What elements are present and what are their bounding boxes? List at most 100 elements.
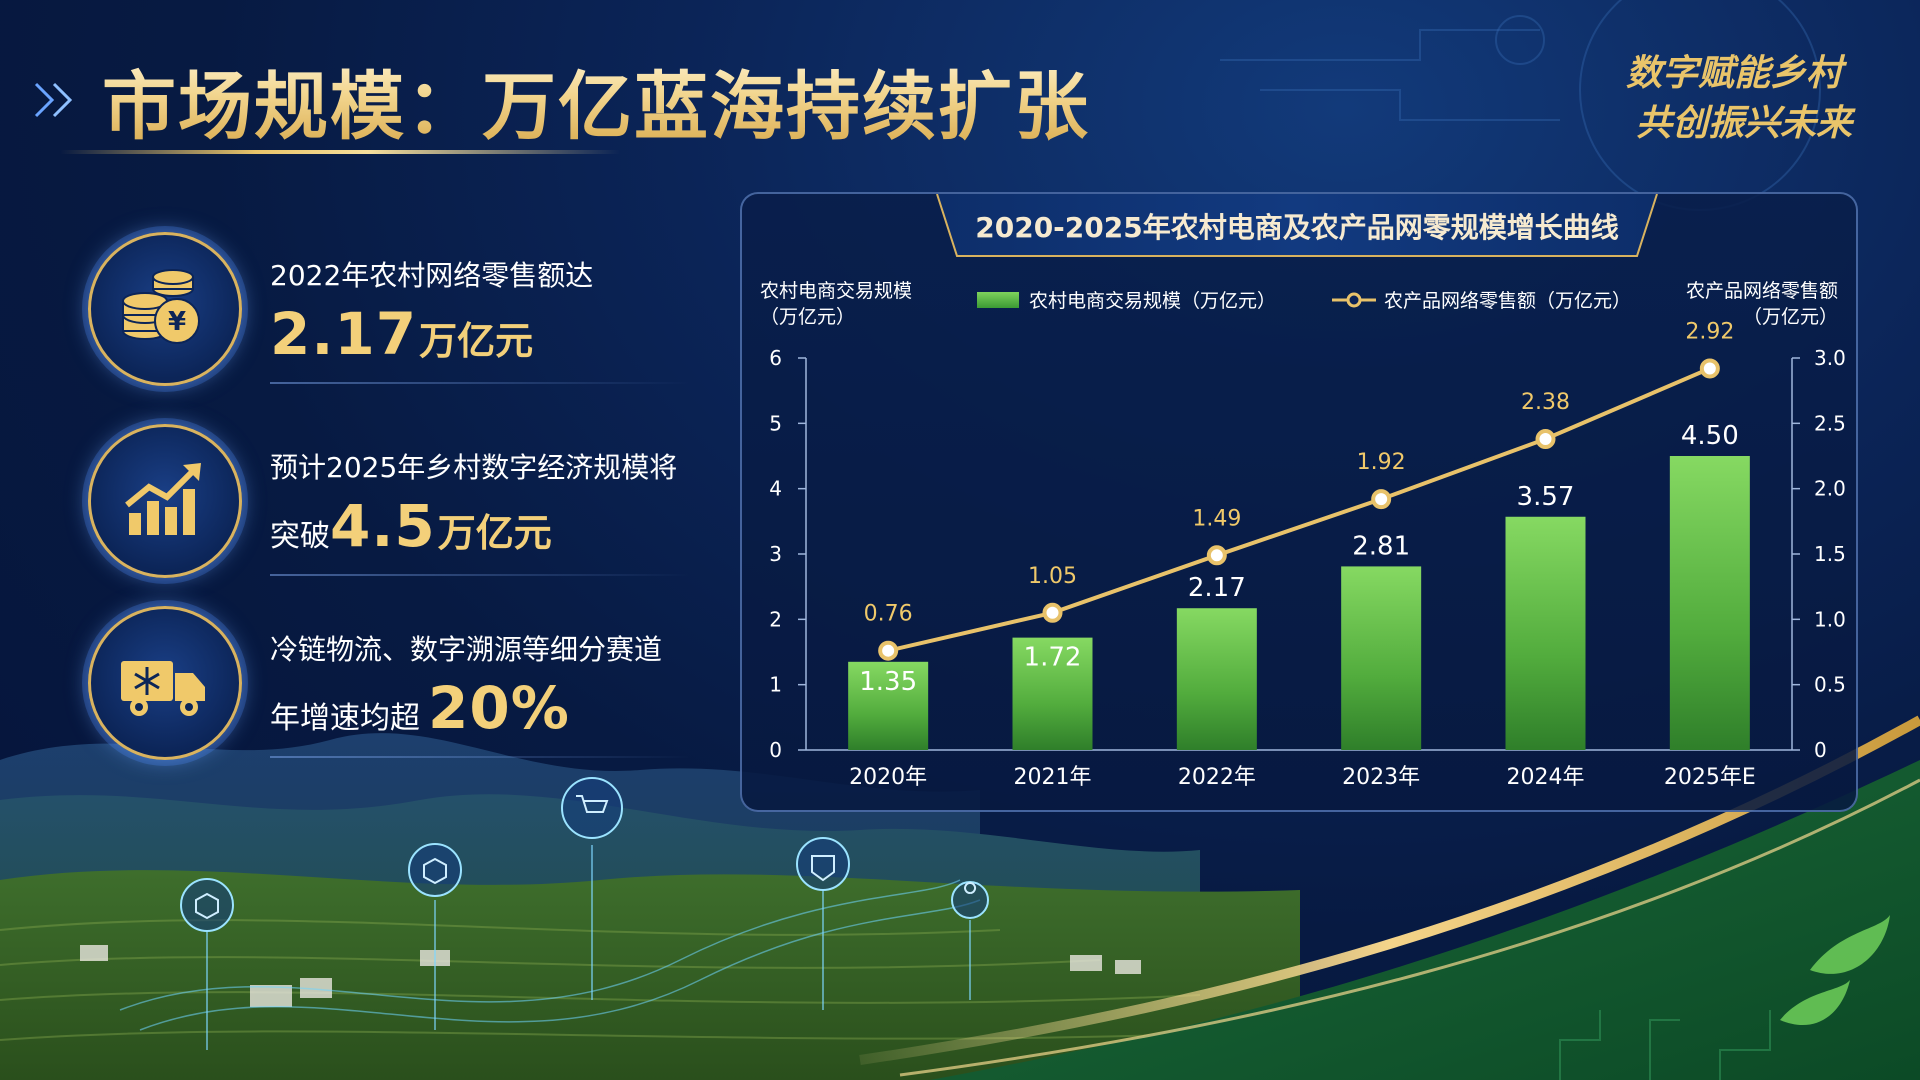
divider <box>270 382 690 384</box>
stat-value: 2.17 <box>270 300 418 368</box>
stat-value-row: 突破 4.5 万亿元 <box>270 492 552 560</box>
x-tick-label: 2022年 <box>1178 765 1256 790</box>
retail-line <box>887 366 1711 653</box>
line-value-label: 1.49 <box>1192 506 1241 531</box>
chart-legend: 农村电商交易规模（万亿元） 农产品网络零售额（万亿元） <box>977 286 1631 313</box>
stat-value: 20% <box>428 674 570 742</box>
line-point <box>1371 489 1392 510</box>
legend-line-label: 农产品网络零售额（万亿元） <box>1384 290 1632 312</box>
stat-label: 2022年农村网络零售额达 <box>270 259 594 292</box>
stat-prefix: 突破 <box>270 519 330 554</box>
right-tick-label: 1.5 <box>1814 542 1846 566</box>
line-value-label: 2.92 <box>1685 319 1734 344</box>
title-underline <box>60 150 620 154</box>
x-tick-label: 2023年 <box>1342 765 1420 790</box>
bar-value-label: 2.81 <box>1352 531 1410 561</box>
line-point <box>1699 358 1720 379</box>
x-tick-label: 2025年E <box>1664 765 1756 790</box>
bar-2025年E <box>1669 456 1750 750</box>
stat-card-cold-chain: 冷链物流、数字溯源等细分赛道 年增速均超 20% <box>88 606 690 760</box>
right-tick-label: 3.0 <box>1814 346 1846 370</box>
bar-2020年 <box>848 661 929 750</box>
stat-label: 冷链物流、数字溯源等细分赛道 <box>270 633 663 666</box>
title-row: 市场规模：万亿蓝海持续扩张 <box>30 55 1090 150</box>
divider <box>270 756 690 758</box>
stat-value-row: 2.17 万亿元 <box>270 300 533 368</box>
stat-unit: 万亿元 <box>437 511 552 555</box>
line-value-label: 1.92 <box>1357 450 1406 475</box>
left-tick-label: 1 <box>769 673 782 697</box>
leaf-shield-node-icon <box>796 837 850 891</box>
bar-value-label: 4.50 <box>1681 421 1739 451</box>
stat-value-row: 年增速均超 20% <box>270 674 572 742</box>
left-tick-label: 3 <box>769 542 782 566</box>
bar-value-label: 1.35 <box>859 667 917 697</box>
slogan-line-2: 共创振兴未来 <box>1635 102 1852 144</box>
chart-title: 2020-2025年农村电商及农产品网零规模增长曲线 <box>975 211 1619 244</box>
bar-2021年 <box>1012 637 1093 750</box>
right-tick-label: 2.5 <box>1814 411 1846 435</box>
line-point <box>878 640 899 661</box>
box-node-icon <box>180 878 234 932</box>
chart-title-box: 2020-2025年农村电商及农产品网零规模增长曲线 <box>937 194 1657 258</box>
left-tick-label: 0 <box>769 738 782 762</box>
growth-chart-icon <box>125 463 201 535</box>
svg-text:¥: ¥ <box>168 307 186 337</box>
stat-label: 预计2025年乡村数字经济规模将 <box>270 451 678 484</box>
right-tick-label: 1.0 <box>1814 607 1846 631</box>
right-tick-label: 2.0 <box>1814 477 1846 501</box>
right-axis-title-unit: （万亿元） <box>1742 306 1838 328</box>
stat-card-digital-economy: 预计2025年乡村数字经济规模将 突破 4.5 万亿元 <box>88 424 690 578</box>
icon-badge: ¥ <box>88 232 242 386</box>
bar-value-label: 3.57 <box>1517 482 1575 512</box>
x-tick-label: 2020年 <box>849 765 927 790</box>
slogan: 数字赋能乡村 共创振兴未来 <box>1625 48 1852 148</box>
left-axis-title: 农村电商交易规模 （万亿元） <box>760 278 912 330</box>
x-tick-label: 2021年 <box>1014 765 1092 790</box>
left-tick-label: 5 <box>769 411 782 435</box>
cold-chain-truck-icon <box>121 661 205 716</box>
package-node-icon <box>408 843 462 897</box>
divider <box>270 574 690 576</box>
chart-panel: 0 1 2 3 4 5 6 0 0.5 1.0 1.5 2.0 2.5 3.0 1.35 1.72 2.17 2.… <box>740 192 1858 812</box>
legend-line-swatch <box>1332 292 1377 307</box>
line-value-label: 1.05 <box>1028 564 1077 589</box>
chart-title-frame <box>936 194 1658 257</box>
left-tick-label: 2 <box>769 607 782 631</box>
cart-node-icon <box>561 777 623 839</box>
legend-bar-swatch <box>977 291 1019 308</box>
line-point <box>1206 545 1227 566</box>
left-axis-title-unit: （万亿元） <box>760 306 856 328</box>
stat-value: 4.5 <box>330 492 436 560</box>
stat-card-retail: ¥ 2022年农村网络零售额达 2.17 万亿元 <box>88 232 690 386</box>
line-value-label: 2.38 <box>1521 390 1570 415</box>
line-point <box>1042 602 1063 623</box>
bar-2022年 <box>1176 608 1257 750</box>
icon-badge <box>88 606 242 760</box>
bar-2023年 <box>1341 566 1422 750</box>
page-title: 市场规模：万亿蓝海持续扩张 <box>102 47 1090 154</box>
slogan-line-1: 数字赋能乡村 <box>1625 52 1842 94</box>
coins-yuan-icon: ¥ <box>122 269 200 344</box>
bar-value-label: 2.17 <box>1188 573 1246 603</box>
left-tick-label: 4 <box>769 477 782 501</box>
stat-prefix: 年增速均超 <box>270 701 420 736</box>
stat-unit: 万亿元 <box>419 319 534 363</box>
legend-bar-label: 农村电商交易规模（万亿元） <box>1029 290 1277 312</box>
double-chevron-icon <box>34 82 73 118</box>
bar-2024年 <box>1505 516 1586 750</box>
x-tick-label: 2024年 <box>1507 765 1585 790</box>
bar-value-label: 1.72 <box>1024 643 1082 673</box>
right-axis-title: 农产品网络零售额 （万亿元） <box>1686 278 1838 330</box>
left-axis-title-line: 农村电商交易规模 <box>760 280 913 302</box>
line-point <box>1535 429 1556 450</box>
icon-badge <box>88 424 242 578</box>
chart-canvas: 0 1 2 3 4 5 6 0 0.5 1.0 1.5 2.0 2.5 3.0 1.35 1.72 2.17 2.… <box>769 194 1846 790</box>
left-tick-label: 6 <box>769 346 782 370</box>
right-axis-title-line: 农产品网络零售额 <box>1685 280 1838 302</box>
line-value-label: 0.76 <box>864 602 913 627</box>
right-tick-label: 0.5 <box>1814 673 1846 697</box>
location-node-icon <box>951 881 989 919</box>
right-tick-label: 0 <box>1814 738 1827 762</box>
